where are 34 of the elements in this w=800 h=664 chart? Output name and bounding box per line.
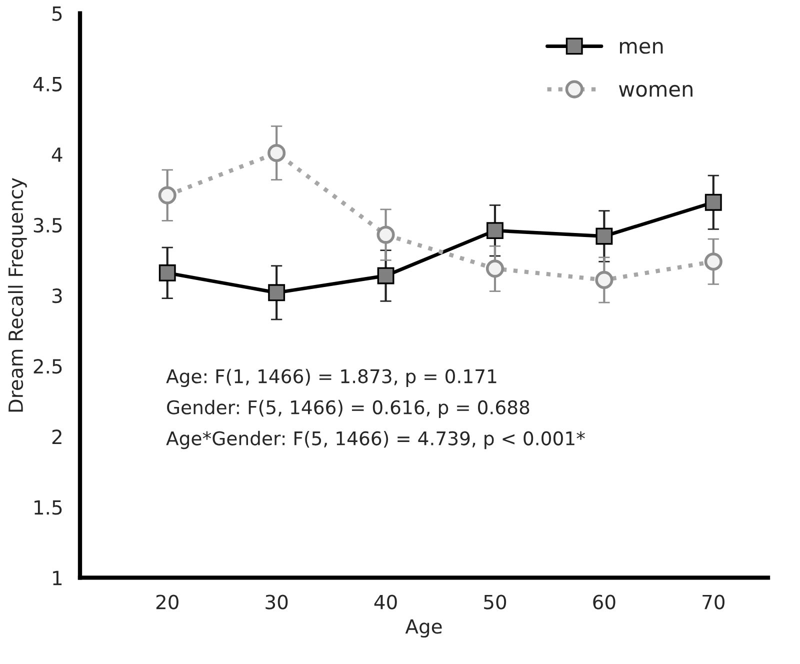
point	[268, 284, 286, 302]
annotation: Age*Gender: F(5, 1466) = 4.739, p < 0.001*	[166, 430, 585, 450]
x-tick-label: 20	[156, 594, 178, 610]
y-tick-label: 3	[52, 288, 62, 304]
point	[268, 144, 286, 162]
point	[704, 252, 722, 271]
point	[595, 270, 614, 289]
x-axis-title: Age	[405, 619, 442, 638]
point	[377, 267, 394, 284]
y-tick-label: 1	[53, 570, 62, 586]
y-tick-label: 2	[52, 430, 62, 444]
point	[486, 222, 504, 240]
legend-label: women	[618, 84, 692, 97]
y-tick-label: 5	[52, 6, 62, 21]
point	[704, 194, 722, 211]
point	[596, 228, 613, 245]
point	[158, 186, 176, 204]
point	[158, 264, 176, 282]
y-tick-label: 4	[52, 148, 62, 162]
legend-label: men	[620, 42, 663, 54]
annotation: Gender: F(5, 1466) = 0.616, p = 0.688	[167, 400, 530, 418]
y-tick-label: 1.5	[34, 500, 62, 515]
y-tick-label: 3.5	[34, 218, 62, 233]
y-tick-label: 2.5	[34, 358, 62, 374]
x-tick-label: 50	[484, 594, 506, 610]
point	[486, 260, 504, 278]
x-tick-label: 70	[702, 594, 724, 610]
y-tick-label: 4.5	[33, 77, 62, 92]
annotation: Age: F(1, 1466) = 1.873, p = 0.171	[166, 368, 496, 387]
point	[376, 226, 395, 244]
x-tick-label: 60	[593, 594, 616, 610]
x-tick-label: 30	[266, 594, 288, 610]
x-tick-label: 40	[374, 594, 397, 610]
y-axis-title: Dream Recall Frequency	[8, 178, 27, 412]
